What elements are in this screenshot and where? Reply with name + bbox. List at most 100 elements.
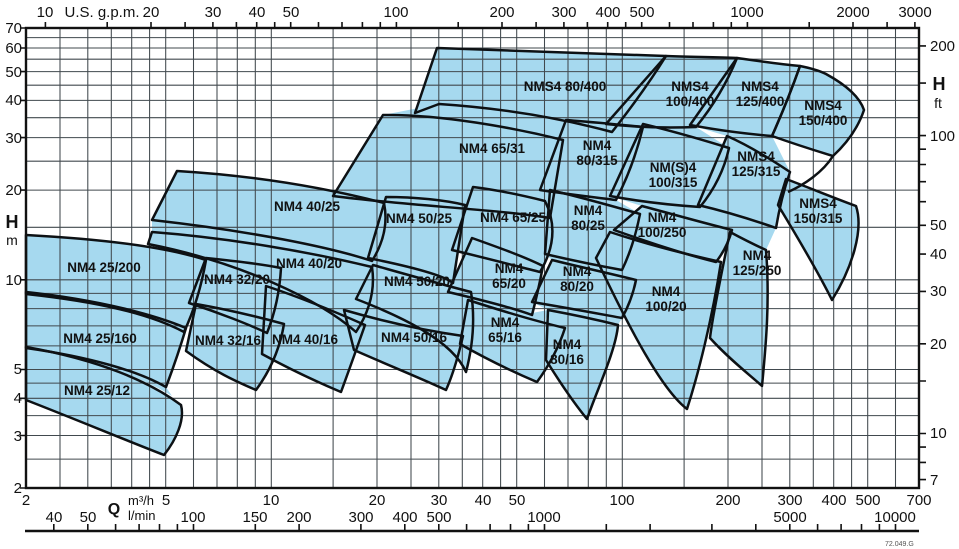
svg-text:m³/h: m³/h <box>128 493 154 508</box>
svg-text:NM4: NM4 <box>491 315 520 330</box>
svg-text:7: 7 <box>930 472 938 489</box>
svg-text:NMS4: NMS4 <box>671 79 709 94</box>
svg-text:5000: 5000 <box>773 509 806 526</box>
svg-text:NM4: NM4 <box>648 210 677 225</box>
svg-text:65/16: 65/16 <box>488 330 522 345</box>
svg-text:100/315: 100/315 <box>649 175 698 190</box>
svg-text:500: 500 <box>426 509 451 526</box>
svg-text:50: 50 <box>930 217 947 234</box>
svg-text:H: H <box>933 74 946 94</box>
svg-text:50: 50 <box>509 492 526 509</box>
svg-text:20: 20 <box>369 492 386 509</box>
svg-text:40: 40 <box>5 92 22 109</box>
svg-text:NM4: NM4 <box>553 337 582 352</box>
svg-text:30: 30 <box>930 283 947 300</box>
svg-text:500: 500 <box>629 4 654 21</box>
svg-text:NM4 50/20: NM4 50/20 <box>384 274 450 289</box>
svg-text:40: 40 <box>46 509 63 526</box>
svg-text:2: 2 <box>22 492 30 509</box>
svg-text:NM4 65/25: NM4 65/25 <box>480 210 547 225</box>
svg-text:NM(S)4: NM(S)4 <box>650 160 697 175</box>
svg-text:500: 500 <box>855 492 880 509</box>
svg-text:72.049.G: 72.049.G <box>885 541 914 548</box>
svg-text:m: m <box>6 232 18 248</box>
svg-text:80/16: 80/16 <box>550 352 584 367</box>
svg-text:4: 4 <box>14 390 22 407</box>
svg-text:100: 100 <box>930 128 955 145</box>
svg-text:NM4 25/160: NM4 25/160 <box>63 331 137 346</box>
svg-text:150: 150 <box>242 509 267 526</box>
svg-text:150/400: 150/400 <box>799 113 848 128</box>
svg-text:150/315: 150/315 <box>794 211 843 226</box>
svg-text:l/min: l/min <box>128 508 155 523</box>
svg-text:10: 10 <box>5 272 22 289</box>
svg-text:80/315: 80/315 <box>576 153 618 168</box>
svg-text:NM4 40/20: NM4 40/20 <box>276 256 342 271</box>
svg-text:100: 100 <box>383 4 408 21</box>
svg-text:30: 30 <box>5 130 22 147</box>
svg-text:NMS4 80/400: NMS4 80/400 <box>524 79 607 94</box>
svg-text:3: 3 <box>14 428 22 445</box>
svg-text:NM4: NM4 <box>574 203 603 218</box>
svg-text:NM4 25/12: NM4 25/12 <box>64 383 130 398</box>
svg-text:NM4 25/200: NM4 25/200 <box>67 260 141 275</box>
svg-text:1000: 1000 <box>527 509 560 526</box>
svg-text:125/315: 125/315 <box>732 164 781 179</box>
svg-text:40: 40 <box>930 246 947 263</box>
svg-text:40: 40 <box>475 492 492 509</box>
svg-text:10: 10 <box>37 4 54 21</box>
svg-text:NM4 40/25: NM4 40/25 <box>274 199 341 214</box>
svg-text:50: 50 <box>5 64 22 81</box>
svg-text:ft: ft <box>934 95 942 111</box>
svg-text:10: 10 <box>263 492 280 509</box>
svg-text:NM4 32/16: NM4 32/16 <box>195 333 262 348</box>
svg-text:NMS4: NMS4 <box>737 149 775 164</box>
svg-text:5: 5 <box>14 361 22 378</box>
svg-text:NM4 32/20: NM4 32/20 <box>204 272 270 287</box>
svg-text:200: 200 <box>286 509 311 526</box>
svg-text:10000: 10000 <box>874 509 916 526</box>
svg-text:200: 200 <box>930 38 955 55</box>
svg-text:100/250: 100/250 <box>638 225 687 240</box>
svg-text:400: 400 <box>821 492 846 509</box>
svg-text:10: 10 <box>930 425 947 442</box>
svg-text:NM4: NM4 <box>563 264 592 279</box>
svg-text:1000: 1000 <box>730 4 763 21</box>
svg-text:100/400: 100/400 <box>666 94 715 109</box>
svg-text:125/250: 125/250 <box>733 263 782 278</box>
svg-text:80/25: 80/25 <box>571 218 605 233</box>
svg-text:2000: 2000 <box>836 4 869 21</box>
svg-text:NM4 65/31: NM4 65/31 <box>459 141 526 156</box>
svg-text:NMS4: NMS4 <box>799 196 837 211</box>
svg-text:300: 300 <box>551 4 576 21</box>
svg-text:NMS4: NMS4 <box>741 79 779 94</box>
svg-text:30: 30 <box>205 4 222 21</box>
svg-text:U.S. g.p.m.: U.S. g.p.m. <box>64 4 139 21</box>
svg-text:400: 400 <box>392 509 417 526</box>
svg-text:20: 20 <box>5 182 22 199</box>
svg-text:50: 50 <box>283 4 300 21</box>
svg-text:H: H <box>6 212 19 232</box>
svg-text:2: 2 <box>14 480 22 497</box>
svg-text:NM4: NM4 <box>652 284 681 299</box>
svg-text:700: 700 <box>906 492 931 509</box>
svg-text:50: 50 <box>80 509 97 526</box>
svg-text:300: 300 <box>348 509 373 526</box>
svg-text:125/400: 125/400 <box>736 94 785 109</box>
svg-text:NM4: NM4 <box>743 248 772 263</box>
svg-text:3000: 3000 <box>898 4 931 21</box>
svg-text:70: 70 <box>5 20 22 37</box>
svg-text:65/20: 65/20 <box>492 276 526 291</box>
svg-text:30: 30 <box>431 492 448 509</box>
svg-text:400: 400 <box>595 4 620 21</box>
svg-text:60: 60 <box>5 40 22 57</box>
svg-text:5: 5 <box>162 492 170 509</box>
svg-text:NM4: NM4 <box>495 261 524 276</box>
svg-text:20: 20 <box>930 336 947 353</box>
svg-text:200: 200 <box>489 4 514 21</box>
svg-text:NM4 50/16: NM4 50/16 <box>381 330 448 345</box>
svg-text:80/20: 80/20 <box>560 279 594 294</box>
svg-text:NM4 50/25: NM4 50/25 <box>386 211 453 226</box>
svg-text:20: 20 <box>143 4 160 21</box>
svg-text:NM4 40/16: NM4 40/16 <box>272 332 339 347</box>
